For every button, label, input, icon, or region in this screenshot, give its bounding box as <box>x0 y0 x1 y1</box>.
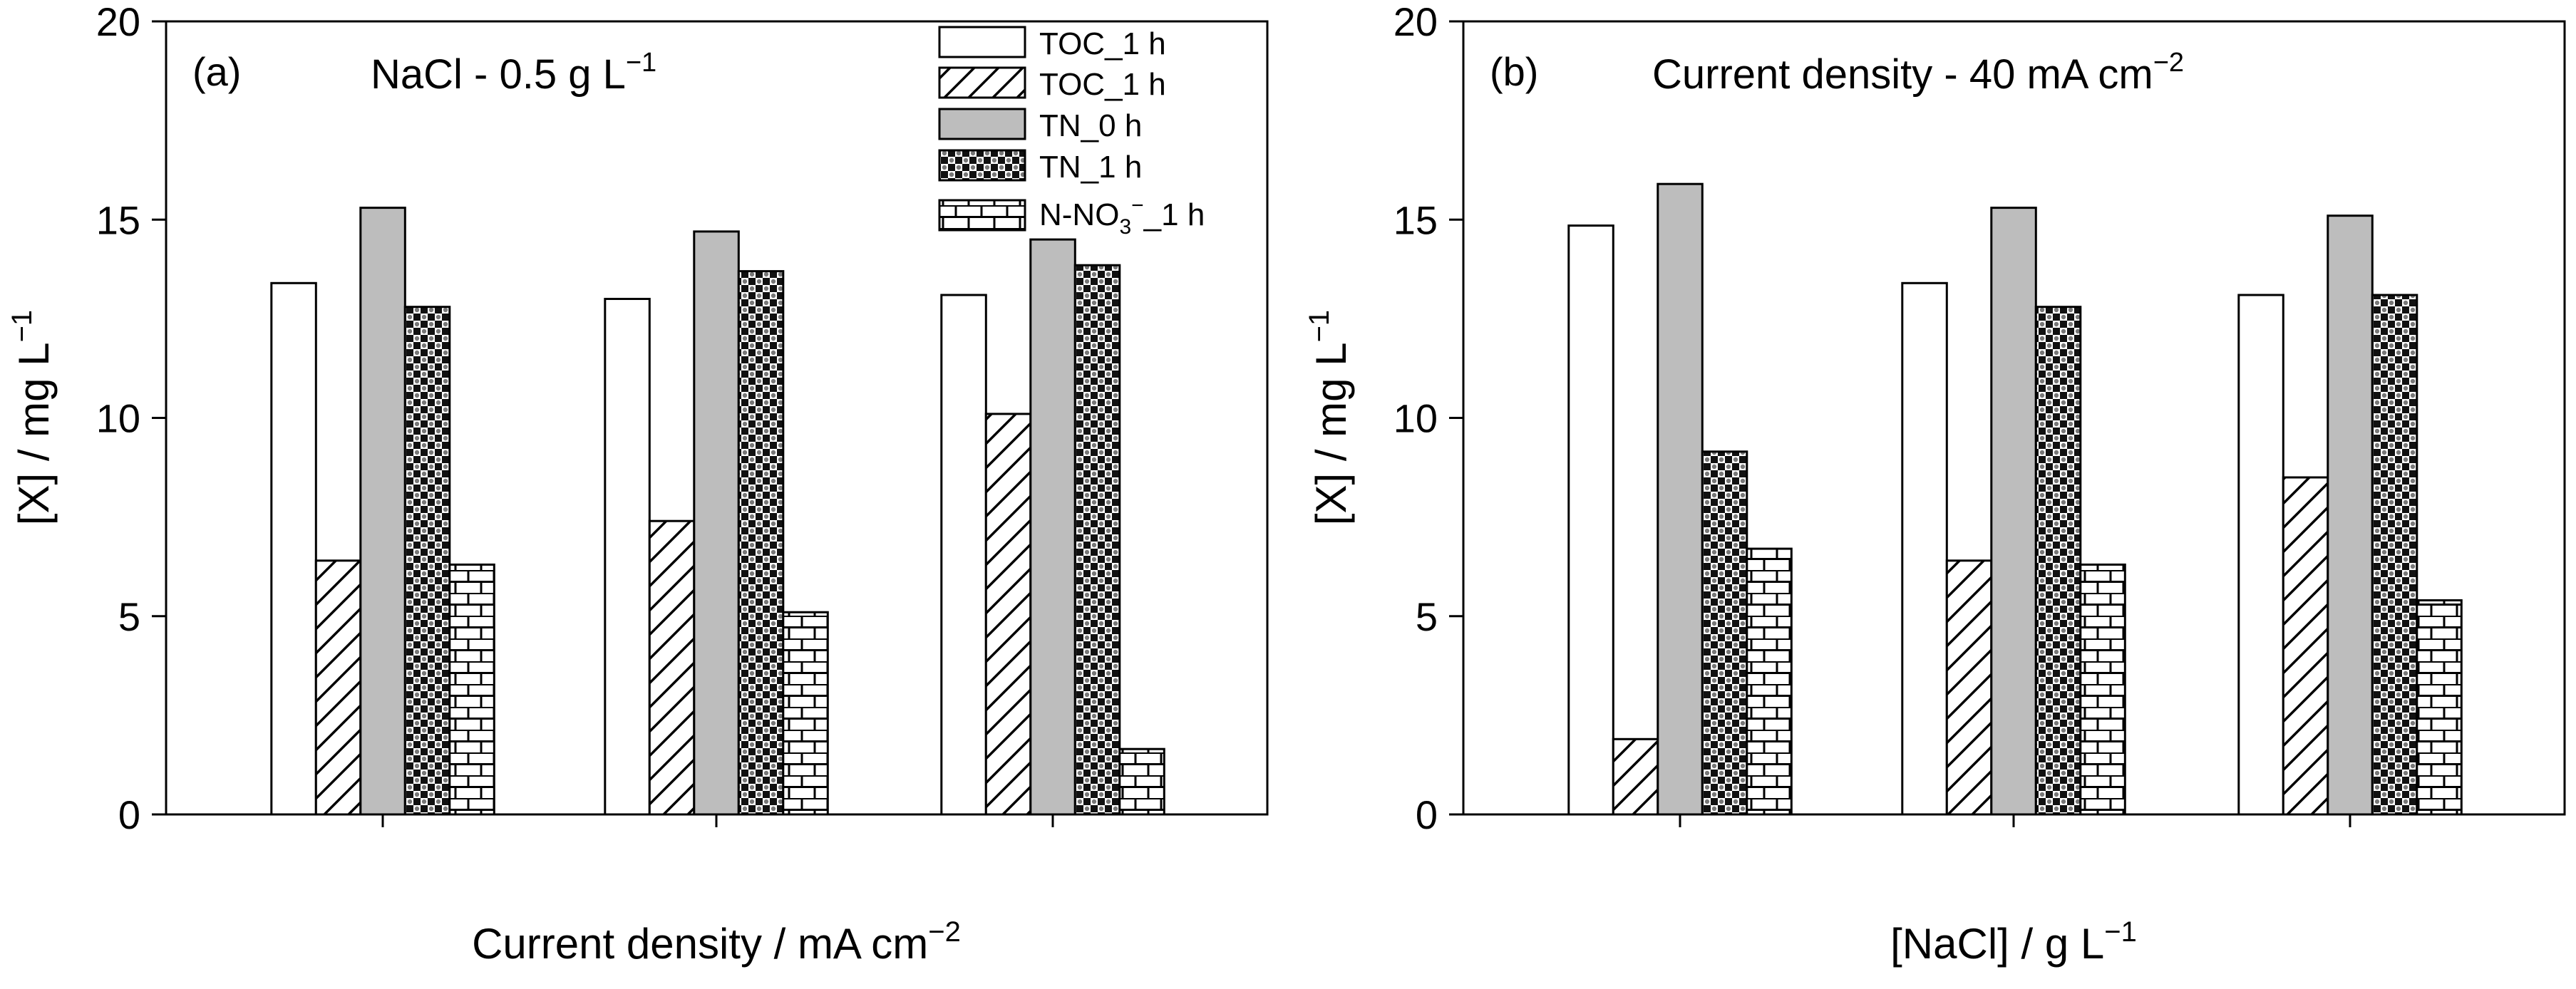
bar-tn-1h-group-2 <box>737 270 785 816</box>
bar-tn-1h-group-1 <box>1701 450 1748 816</box>
xlabel-sup: −2 <box>928 916 961 948</box>
bar-tn-1h-group-3 <box>1073 264 1121 816</box>
y-ticks: 0 5 10 15 20 <box>96 0 1054 837</box>
legend-label: TN_1 h <box>1039 150 1142 185</box>
bar-tn-1h-group-3 <box>2371 294 2418 816</box>
y-tick-label-5: 5 <box>1416 594 1438 639</box>
y-tick-label-20: 20 <box>96 0 140 44</box>
legend-item-tn-0h: TN_0 h <box>938 108 1142 143</box>
legend-swatch <box>938 108 1026 140</box>
bar-n-no3-1h-group-2 <box>2079 563 2126 816</box>
y-tick-label-0: 0 <box>118 792 140 837</box>
legend-label-sub: 3 <box>1119 215 1131 239</box>
bar-tn-0h-group-2 <box>693 230 740 816</box>
y-axis-label: [X] / mg L−1 <box>1304 310 1355 525</box>
panel-letter: (a) <box>192 49 241 94</box>
condition-text: NaCl - 0.5 g L <box>371 51 626 98</box>
y-ticks: 0 5 10 15 20 <box>1393 0 2351 837</box>
bar-toc-1h-empty-group-3 <box>940 294 987 816</box>
bar-toc-1h-empty-group-2 <box>604 298 651 816</box>
panel-letter: (b) <box>1490 49 1538 94</box>
bar-tn-0h-group-1 <box>1657 182 1704 816</box>
legend: TOC_1 h TOC_1 h TN_0 h TN_1 h N-NO3−_1 h <box>938 26 1205 239</box>
legend-label-end: _1 h <box>1143 197 1205 232</box>
legend-item-n-no3-1h: N-NO3−_1 h <box>938 194 1205 239</box>
bar-toc-1h-hatch-group-2 <box>1945 559 1993 816</box>
ylabel-text: [X] / mg L <box>10 342 58 525</box>
bar-toc-1h-empty-group-1 <box>1567 224 1614 816</box>
condition-sup: −2 <box>2153 48 2184 78</box>
ylabel-text: [X] / mg L <box>1307 342 1355 525</box>
y-tick-label-15: 15 <box>96 197 140 242</box>
legend-item-toc-1h-hatch: TOC_1 h <box>938 66 1166 102</box>
bar-n-no3-1h-group-1 <box>448 563 495 816</box>
y-tick-label-0: 0 <box>1416 792 1438 837</box>
bar-toc-1h-hatch-group-1 <box>314 559 362 816</box>
xlabel-text: [NaCl] / g L <box>1890 920 2104 968</box>
legend-item-tn-1h: TN_1 h <box>938 149 1142 185</box>
condition-sup: −1 <box>626 48 656 78</box>
legend-label: TOC_1 h <box>1039 26 1166 61</box>
bar-tn-0h-group-3 <box>1029 238 1076 816</box>
xlabel-text: Current density / mA cm <box>472 920 928 968</box>
y-tick-label-5: 5 <box>118 594 140 639</box>
condition-text: Current density - 40 mA cm <box>1652 51 2153 98</box>
legend-item-toc-1h-empty: TOC_1 h <box>938 26 1166 61</box>
legend-swatch <box>938 66 1026 99</box>
y-tick-label-15: 15 <box>1393 197 1438 242</box>
bars-group <box>1567 182 2463 816</box>
bar-n-no3-1h-group-3 <box>2416 599 2463 816</box>
panel-condition: NaCl - 0.5 g L−1 <box>371 48 656 98</box>
bars-group <box>270 207 1165 816</box>
bar-n-no3-1h-group-2 <box>782 611 829 816</box>
panel-condition: Current density - 40 mA cm−2 <box>1652 48 2184 98</box>
y-tick-label-10: 10 <box>96 396 140 441</box>
legend-label-main: N-NO <box>1039 197 1119 232</box>
bar-n-no3-1h-group-1 <box>1746 547 1793 816</box>
legend-label: N-NO3−_1 h <box>1039 194 1205 239</box>
legend-label: TN_0 h <box>1039 108 1142 143</box>
bar-n-no3-1h-group-3 <box>1118 747 1165 816</box>
y-tick-label-10: 10 <box>1393 396 1438 441</box>
legend-label-sup: − <box>1131 194 1144 217</box>
bar-tn-0h-group-2 <box>1990 207 2037 816</box>
x-axis-label: [NaCl] / g L−1 <box>1890 916 2137 968</box>
bar-tn-0h-group-1 <box>359 207 406 816</box>
legend-swatch <box>938 149 1026 182</box>
xlabel-sup: −1 <box>2104 916 2137 948</box>
bar-toc-1h-hatch-group-3 <box>984 413 1032 816</box>
bar-toc-1h-hatch-group-3 <box>2282 476 2329 816</box>
ylabel-sup: −1 <box>6 310 38 343</box>
ylabel-sup: −1 <box>1304 310 1335 343</box>
legend-label: TOC_1 h <box>1039 67 1166 102</box>
bar-toc-1h-empty-group-3 <box>2237 294 2284 816</box>
bar-toc-1h-empty-group-2 <box>1901 281 1948 816</box>
x-axis-label: Current density / mA cm−2 <box>472 916 961 968</box>
y-tick-label-20: 20 <box>1393 0 1438 44</box>
bar-toc-1h-hatch-group-2 <box>648 519 696 816</box>
legend-swatch <box>938 199 1026 232</box>
bar-tn-0h-group-3 <box>2327 214 2374 816</box>
bar-toc-1h-hatch-group-1 <box>1612 737 1659 816</box>
bar-tn-1h-group-2 <box>2034 306 2082 816</box>
bar-toc-1h-empty-group-1 <box>270 281 317 816</box>
bar-tn-1h-group-1 <box>403 306 451 816</box>
legend-swatch <box>938 26 1026 58</box>
y-axis-label: [X] / mg L−1 <box>6 310 58 525</box>
